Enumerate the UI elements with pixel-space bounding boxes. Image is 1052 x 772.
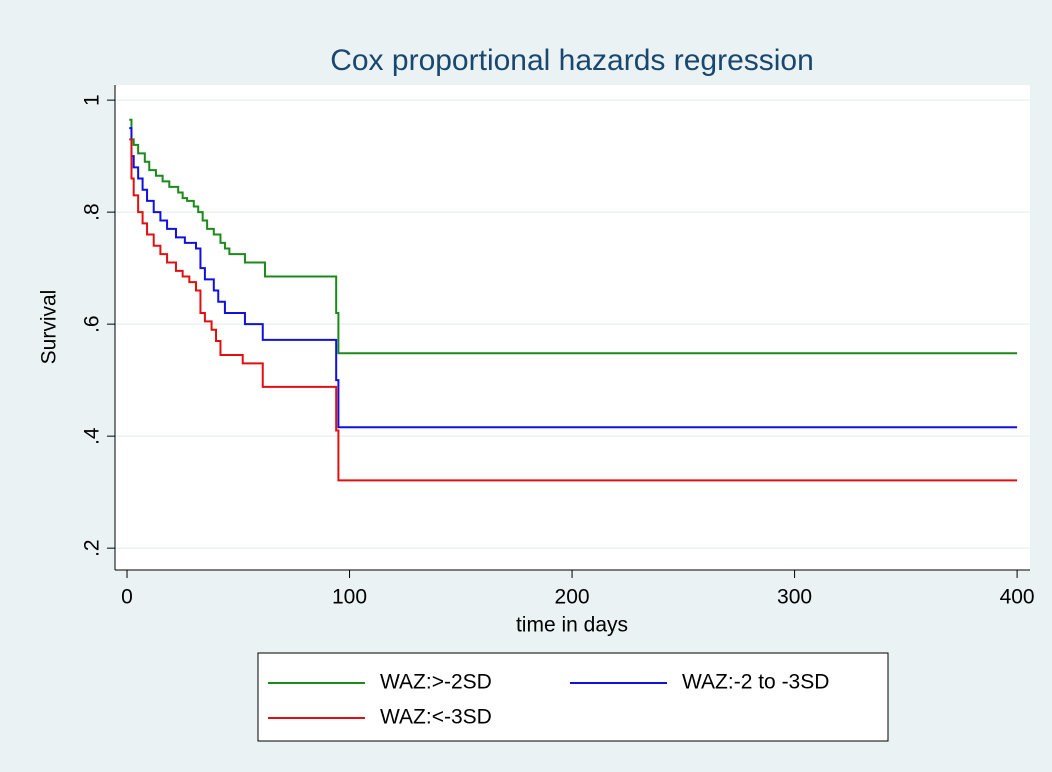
x-tick-label: 400 [1000,586,1035,609]
plot-area [115,85,1030,570]
y-tick-label: .6 [81,315,104,333]
y-axis-title: Survival [38,290,61,365]
chart-title: Cox proportional hazards regression [330,44,814,77]
survival-line [129,118,1018,355]
x-tick-label: 0 [121,586,133,609]
y-tick-label: .4 [81,427,104,445]
survival-line [129,138,1018,482]
x-tick-label: 300 [777,586,812,609]
y-tick-label: .8 [81,203,104,221]
survival-line [129,127,1018,429]
x-axis-title: time in days [516,614,628,637]
legend-box [257,652,889,742]
y-tick-label: 1 [81,94,104,106]
legend-label: WAZ:>-2SD [380,671,492,694]
x-tick-label: 200 [555,586,590,609]
legend-label: WAZ:<-3SD [380,706,492,729]
x-tick-label: 100 [332,586,367,609]
legend-label: WAZ:-2 to -3SD [682,671,829,694]
y-tick-label: .2 [81,539,104,557]
